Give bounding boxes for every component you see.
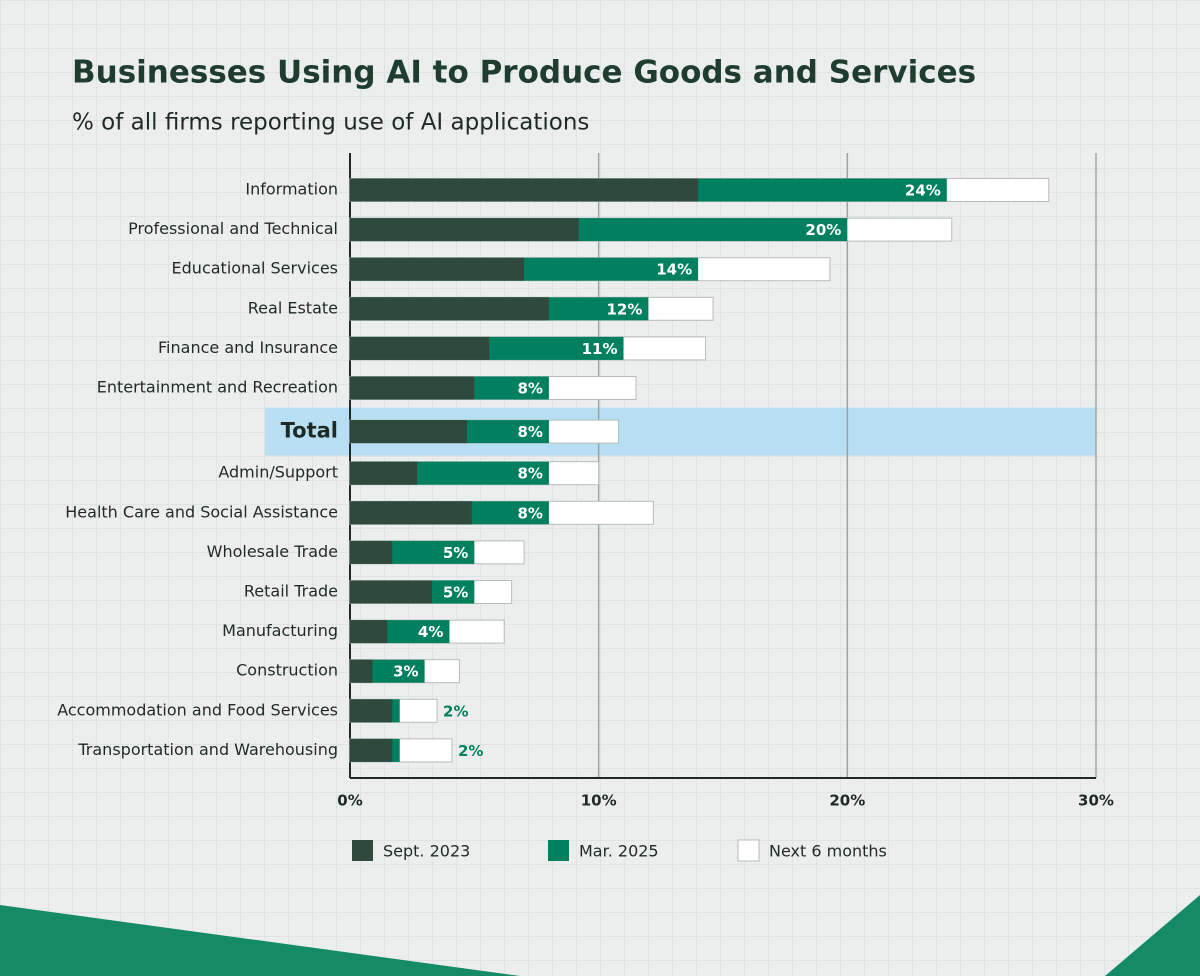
y-tick-label: Retail Trade: [244, 582, 338, 601]
value-label: 2%: [458, 742, 483, 760]
legend-label: Sept. 2023: [383, 842, 470, 861]
y-tick-label: Wholesale Trade: [207, 542, 338, 561]
bar: [350, 257, 525, 281]
value-label: 4%: [418, 623, 443, 641]
value-label: 5%: [443, 584, 468, 602]
value-label: 5%: [443, 544, 468, 562]
y-tick-label: Admin/Support: [218, 463, 338, 482]
y-tick-label: Real Estate: [248, 298, 338, 317]
value-label: 3%: [393, 663, 418, 681]
x-tick-label: 20%: [829, 792, 865, 810]
y-tick-label: Transportation and Warehousing: [77, 740, 338, 759]
x-tick-label: 10%: [581, 792, 617, 810]
value-label: 14%: [656, 261, 692, 279]
bar: [350, 218, 579, 242]
x-tick-label: 0%: [337, 792, 362, 810]
bar: [350, 297, 549, 321]
y-tick-label: Entertainment and Recreation: [97, 378, 338, 397]
bar: [350, 620, 388, 644]
y-tick-label: Educational Services: [172, 259, 338, 278]
legend-swatch: [548, 840, 569, 861]
value-label: 2%: [443, 702, 468, 720]
value-label: 8%: [517, 380, 542, 398]
y-tick-label: Finance and Insurance: [158, 338, 338, 357]
bar: [350, 540, 393, 564]
value-label: 8%: [517, 423, 542, 441]
bar: [350, 461, 418, 485]
bar: [350, 336, 490, 360]
bar: [350, 580, 433, 604]
chart-title: Businesses Using AI to Produce Goods and…: [72, 55, 976, 91]
value-label: 20%: [805, 221, 841, 239]
bar: [350, 420, 467, 444]
legend-swatch: [737, 839, 760, 862]
y-tick-label: Accommodation and Food Services: [57, 700, 338, 719]
bar: [350, 699, 393, 723]
chart-subtitle: % of all firms reporting use of AI appli…: [72, 110, 589, 136]
legend-label: Mar. 2025: [579, 842, 659, 861]
y-tick-label: Total: [281, 419, 338, 443]
x-tick-label: 30%: [1078, 792, 1114, 810]
bar: [350, 738, 393, 762]
value-label: 12%: [606, 300, 642, 318]
y-tick-label: Information: [245, 180, 338, 199]
value-label: 11%: [582, 340, 618, 358]
bar: [350, 659, 373, 683]
value-label: 8%: [517, 465, 542, 483]
y-tick-label: Professional and Technical: [128, 219, 338, 238]
value-label: 24%: [905, 182, 941, 200]
legend-swatch: [352, 840, 373, 861]
corner-decoration: [1105, 895, 1200, 976]
bar: [350, 501, 472, 525]
bar: [350, 178, 699, 202]
value-label: 8%: [517, 504, 542, 522]
y-tick-label: Health Care and Social Assistance: [65, 502, 338, 521]
y-tick-label: Construction: [236, 661, 338, 680]
bar: [350, 376, 475, 400]
legend-label: Next 6 months: [769, 842, 887, 861]
corner-decoration: [0, 905, 520, 976]
y-tick-label: Manufacturing: [222, 621, 338, 640]
